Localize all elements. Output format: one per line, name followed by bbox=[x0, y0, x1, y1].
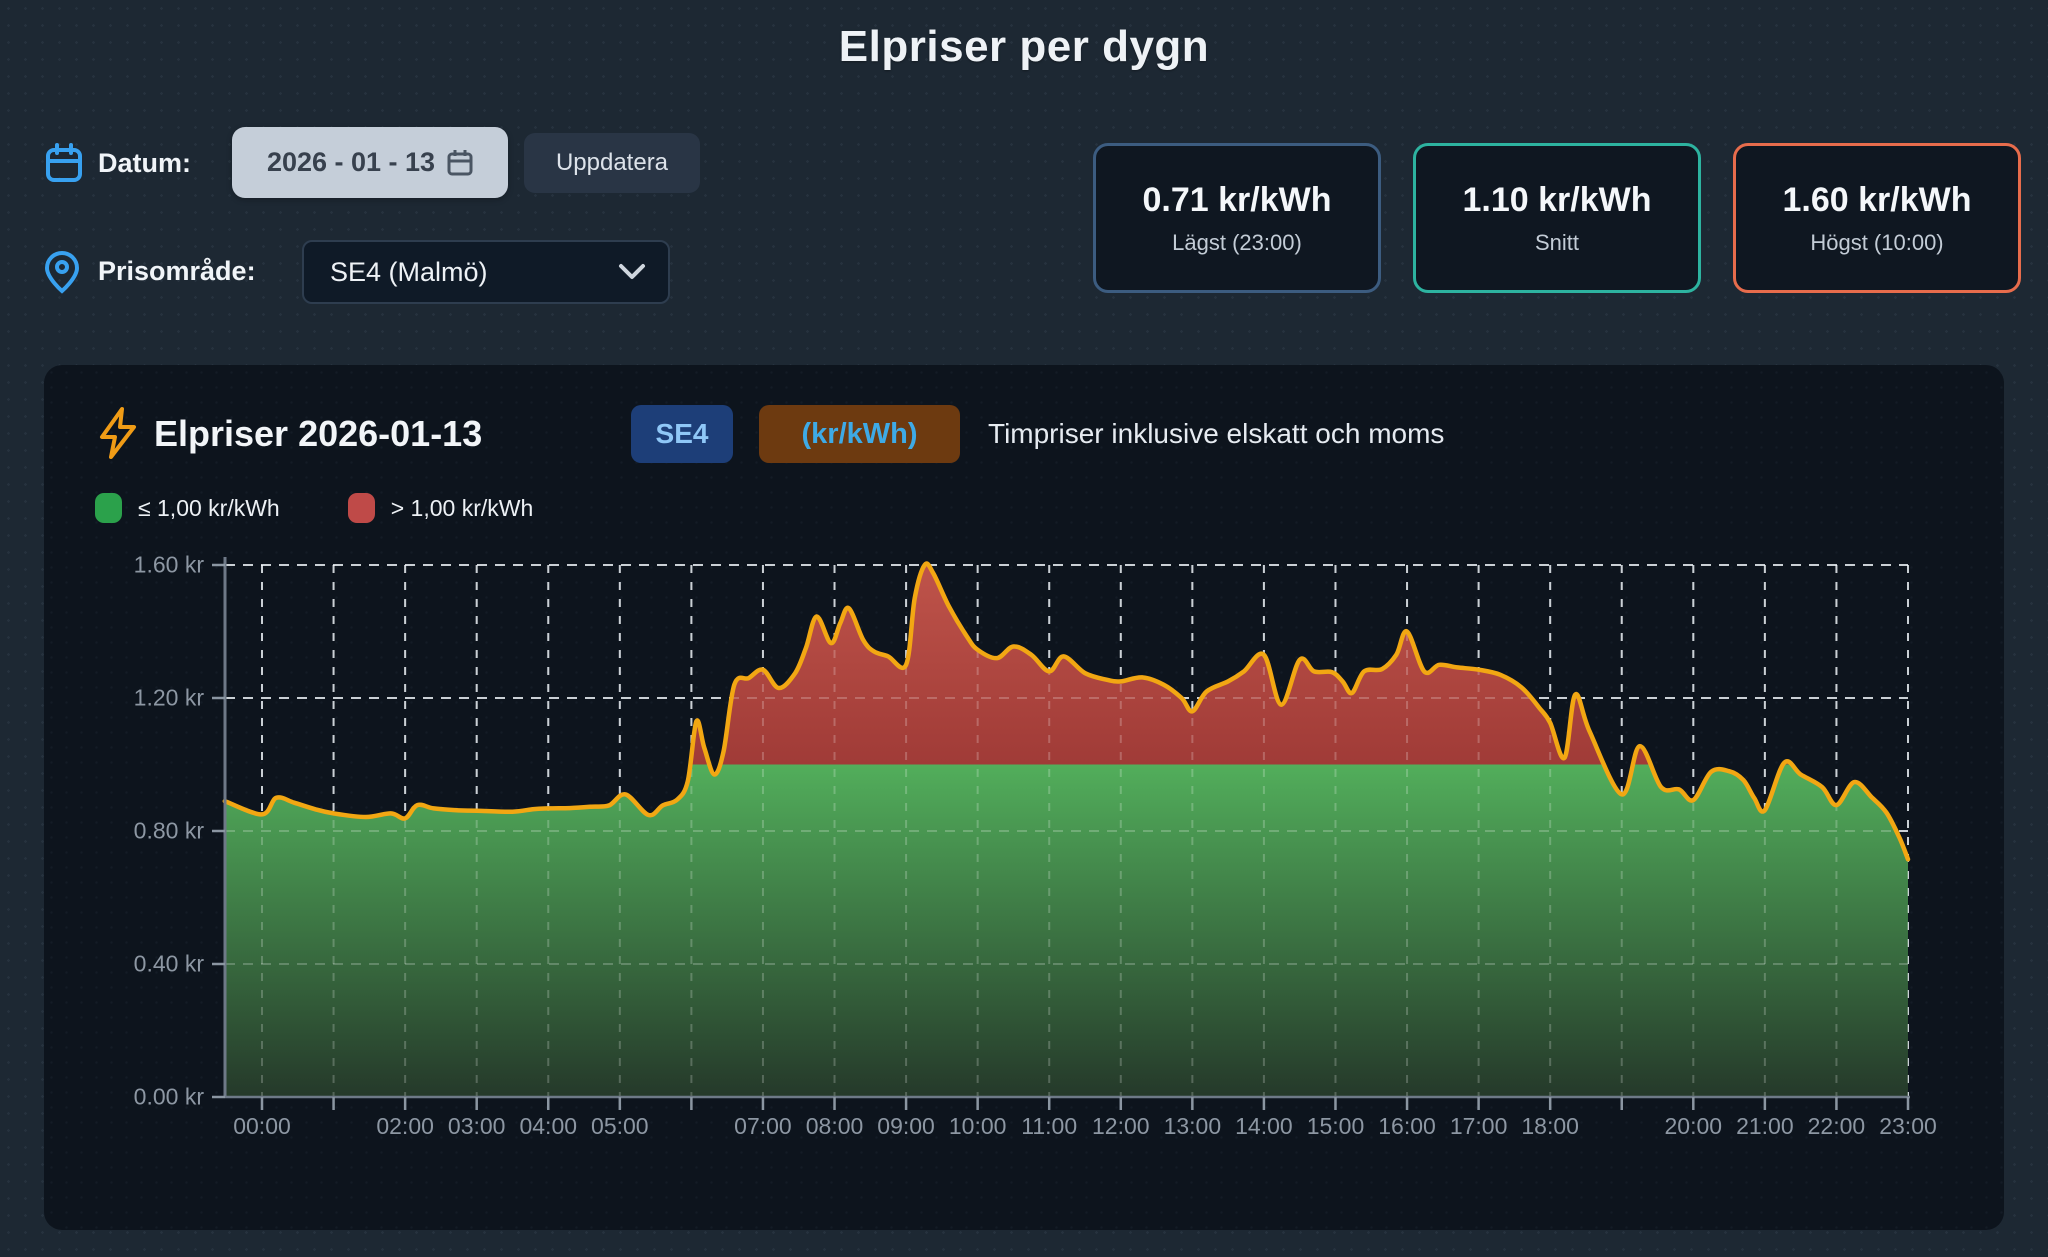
price-area-badge: SE4 bbox=[631, 405, 733, 463]
x-axis-tick-label: 18:00 bbox=[1521, 1113, 1579, 1139]
x-axis-tick-label: 07:00 bbox=[734, 1113, 792, 1139]
x-axis-tick-label: 05:00 bbox=[591, 1113, 649, 1139]
x-axis-tick-label: 23:00 bbox=[1879, 1113, 1937, 1139]
page-title: Elpriser per dygn bbox=[838, 22, 1210, 71]
calendar-icon bbox=[44, 142, 84, 189]
unit-badge: (kr/kWh) bbox=[759, 405, 960, 463]
stat-card-average: 1.10 kr/kWh Snitt bbox=[1413, 143, 1701, 293]
stat-label: Högst (10:00) bbox=[1810, 229, 1944, 255]
legend-swatch-red bbox=[347, 493, 375, 523]
chart-subtitle: Timpriser inklusive elskatt och moms bbox=[988, 418, 1445, 449]
y-axis-tick-label: 1.60 kr bbox=[133, 551, 204, 578]
chevron-down-icon bbox=[618, 257, 646, 288]
x-axis-tick-label: 20:00 bbox=[1664, 1113, 1723, 1139]
y-axis-tick-label: 0.40 kr bbox=[133, 950, 204, 977]
legend-swatch-green bbox=[95, 493, 122, 523]
date-label: Datum: bbox=[98, 148, 191, 178]
x-axis-tick-label: 00:00 bbox=[233, 1113, 291, 1139]
chart-legend: ≤ 1,00 kr/kWh > 1,00 kr/kWh bbox=[95, 493, 533, 523]
legend-label-below-threshold: ≤ 1,00 kr/kWh bbox=[138, 494, 280, 521]
date-picker-icon[interactable] bbox=[447, 149, 473, 177]
x-axis-tick-label: 02:00 bbox=[376, 1113, 434, 1139]
stat-card-highest: 1.60 kr/kWh Högst (10:00) bbox=[1733, 143, 2021, 293]
x-axis-tick-label: 21:00 bbox=[1736, 1113, 1794, 1139]
price-area-label: Prisområde: bbox=[98, 256, 256, 286]
x-axis-tick-label: 11:00 bbox=[1021, 1113, 1078, 1139]
y-axis-tick-label: 0.00 kr bbox=[133, 1083, 204, 1110]
y-axis-tick-label: 0.80 kr bbox=[133, 817, 204, 844]
x-axis-tick-label: 12:00 bbox=[1092, 1113, 1150, 1139]
date-value: 2026 - 01 - 13 bbox=[266, 147, 436, 177]
x-axis-tick-label: 04:00 bbox=[519, 1113, 578, 1139]
x-axis-tick-label: 10:00 bbox=[948, 1113, 1007, 1139]
stat-value: 1.10 kr/kWh bbox=[1462, 180, 1652, 219]
update-button[interactable]: Uppdatera bbox=[524, 133, 700, 193]
stat-card-lowest: 0.71 kr/kWh Lägst (23:00) bbox=[1093, 143, 1381, 293]
x-axis-tick-label: 17:00 bbox=[1449, 1113, 1508, 1139]
chart-title: Elpriser 2026-01-13 bbox=[154, 413, 483, 454]
location-pin-icon bbox=[44, 250, 80, 299]
x-axis-tick-label: 13:00 bbox=[1163, 1113, 1222, 1139]
x-axis-tick-label: 15:00 bbox=[1306, 1113, 1365, 1139]
x-axis-tick-label: 14:00 bbox=[1235, 1113, 1293, 1139]
x-axis-tick-label: 22:00 bbox=[1807, 1113, 1866, 1139]
stat-value: 0.71 kr/kWh bbox=[1142, 180, 1332, 219]
stat-value: 1.60 kr/kWh bbox=[1782, 180, 1972, 219]
x-axis-tick-label: 09:00 bbox=[877, 1113, 935, 1139]
chart-header: Elpriser 2026-01-13 SE4 (kr/kWh) Timpris… bbox=[44, 405, 2004, 475]
x-axis-tick-label: 16:00 bbox=[1378, 1113, 1436, 1139]
price-area-value: SE4 (Malmö) bbox=[330, 256, 488, 287]
chart-panel: Elpriser 2026-01-13 SE4 (kr/kWh) Timpris… bbox=[44, 365, 2004, 1230]
x-axis-tick-label: 03:00 bbox=[447, 1113, 506, 1139]
legend-label-above-threshold: > 1,00 kr/kWh bbox=[390, 494, 534, 521]
date-input[interactable]: 2026 - 01 - 13 bbox=[232, 127, 508, 198]
stat-label: Lägst (23:00) bbox=[1172, 229, 1302, 255]
lightning-bolt-icon bbox=[96, 407, 140, 464]
x-axis-tick-label: 08:00 bbox=[805, 1113, 864, 1139]
price-area-select[interactable]: SE4 (Malmö) bbox=[302, 240, 670, 304]
y-axis-tick-label: 1.20 kr bbox=[133, 684, 204, 711]
stat-label: Snitt bbox=[1534, 229, 1580, 255]
